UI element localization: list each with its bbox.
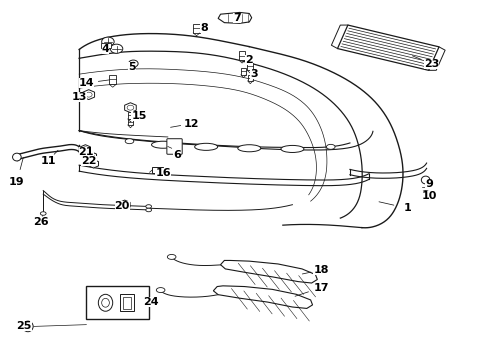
Ellipse shape <box>128 60 138 67</box>
Polygon shape <box>220 260 317 283</box>
Polygon shape <box>80 145 90 153</box>
Ellipse shape <box>125 139 134 144</box>
Ellipse shape <box>326 144 334 149</box>
Bar <box>239 51 244 60</box>
Polygon shape <box>85 152 96 161</box>
Text: 11: 11 <box>40 156 56 166</box>
Ellipse shape <box>156 288 164 293</box>
Ellipse shape <box>237 145 260 152</box>
Polygon shape <box>124 103 136 113</box>
Bar <box>127 112 133 119</box>
Text: 26: 26 <box>33 217 48 227</box>
Polygon shape <box>88 159 98 168</box>
Text: 8: 8 <box>200 23 207 33</box>
Text: 25: 25 <box>16 321 32 332</box>
Text: 18: 18 <box>313 265 328 275</box>
Ellipse shape <box>90 162 96 166</box>
Text: 1: 1 <box>403 203 410 213</box>
Ellipse shape <box>88 154 94 159</box>
Ellipse shape <box>13 153 21 161</box>
Ellipse shape <box>22 321 33 332</box>
Ellipse shape <box>280 145 304 153</box>
Text: 5: 5 <box>128 62 135 72</box>
Text: 23: 23 <box>423 59 438 68</box>
Ellipse shape <box>167 255 176 259</box>
Text: 17: 17 <box>313 283 328 293</box>
Polygon shape <box>218 12 251 23</box>
Ellipse shape <box>98 294 112 311</box>
Bar <box>246 63 253 70</box>
Bar <box>109 75 116 84</box>
Ellipse shape <box>82 147 88 151</box>
Text: 4: 4 <box>102 45 109 54</box>
Bar <box>152 167 163 173</box>
Polygon shape <box>213 286 312 309</box>
Polygon shape <box>83 90 94 100</box>
Ellipse shape <box>423 192 427 195</box>
Text: 3: 3 <box>250 69 257 79</box>
Text: 14: 14 <box>79 78 94 88</box>
Text: 7: 7 <box>233 13 241 23</box>
Ellipse shape <box>41 212 46 215</box>
Bar <box>193 24 200 33</box>
Polygon shape <box>119 200 130 209</box>
Bar <box>120 294 134 311</box>
Text: 12: 12 <box>183 118 199 129</box>
Ellipse shape <box>194 143 217 150</box>
Text: 19: 19 <box>9 177 24 187</box>
Ellipse shape <box>102 298 109 307</box>
Ellipse shape <box>102 37 114 46</box>
Text: 13: 13 <box>71 92 87 102</box>
Bar <box>247 75 252 81</box>
Ellipse shape <box>110 44 122 53</box>
Ellipse shape <box>122 202 127 207</box>
Ellipse shape <box>145 205 151 208</box>
Text: 21: 21 <box>79 147 94 157</box>
Ellipse shape <box>151 141 174 148</box>
Ellipse shape <box>421 176 429 184</box>
Text: 20: 20 <box>114 202 130 211</box>
Bar <box>127 118 133 125</box>
Text: 16: 16 <box>155 168 170 178</box>
Ellipse shape <box>127 105 134 110</box>
Text: 15: 15 <box>131 112 146 121</box>
Text: 9: 9 <box>424 179 432 189</box>
Bar <box>86 286 148 319</box>
Ellipse shape <box>145 208 151 212</box>
Polygon shape <box>337 25 438 70</box>
Ellipse shape <box>25 324 30 329</box>
Text: 2: 2 <box>245 55 253 65</box>
Bar <box>101 43 111 48</box>
FancyBboxPatch shape <box>166 139 182 154</box>
Text: 10: 10 <box>421 191 436 201</box>
Bar <box>123 297 131 310</box>
Ellipse shape <box>131 62 135 65</box>
Ellipse shape <box>85 92 92 97</box>
Text: 22: 22 <box>81 156 96 166</box>
Text: 24: 24 <box>143 297 159 307</box>
Text: 6: 6 <box>173 150 181 160</box>
Ellipse shape <box>421 190 428 196</box>
Bar <box>241 68 245 75</box>
